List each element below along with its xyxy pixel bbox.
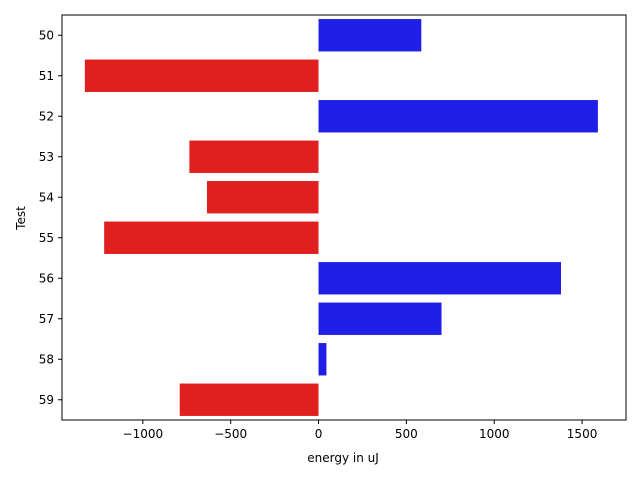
y-tick-label: 55 [39, 231, 54, 245]
x-axis: −1000 −500 0 500 1000 1500 [123, 420, 598, 441]
y-axis: 50 51 52 53 54 55 56 57 58 59 [39, 28, 62, 407]
y-tick-label: 50 [39, 28, 54, 42]
bar-54 [206, 181, 319, 214]
plot-border [61, 14, 627, 421]
bar-52 [318, 100, 598, 133]
x-tick-label: 1000 [479, 427, 510, 441]
bar-56 [318, 262, 561, 295]
x-axis-label: energy in uJ [307, 451, 379, 465]
bar-59 [179, 383, 319, 416]
x-tick-label: 1500 [567, 427, 598, 441]
y-tick-label: 52 [39, 109, 54, 123]
bar-58 [318, 343, 327, 376]
y-tick-label: 58 [39, 352, 54, 366]
y-tick-label: 54 [39, 190, 54, 204]
y-tick-label: 53 [39, 150, 54, 164]
bar-51 [84, 59, 319, 92]
bar-53 [189, 140, 319, 173]
plot-frame [61, 14, 627, 421]
bar-55 [104, 221, 319, 254]
y-tick-label: 59 [39, 393, 54, 407]
y-axis-label: Test [14, 206, 28, 231]
y-tick-label: 57 [39, 312, 54, 326]
x-tick-label: 0 [315, 427, 323, 441]
x-tick-label: −500 [214, 427, 247, 441]
y-tick-label: 56 [39, 271, 54, 285]
x-tick-label: 500 [395, 427, 418, 441]
y-tick-label: 51 [39, 69, 54, 83]
bars-group [84, 19, 598, 416]
bar-50 [318, 19, 422, 52]
x-tick-label: −1000 [123, 427, 164, 441]
bar-57 [318, 302, 442, 335]
